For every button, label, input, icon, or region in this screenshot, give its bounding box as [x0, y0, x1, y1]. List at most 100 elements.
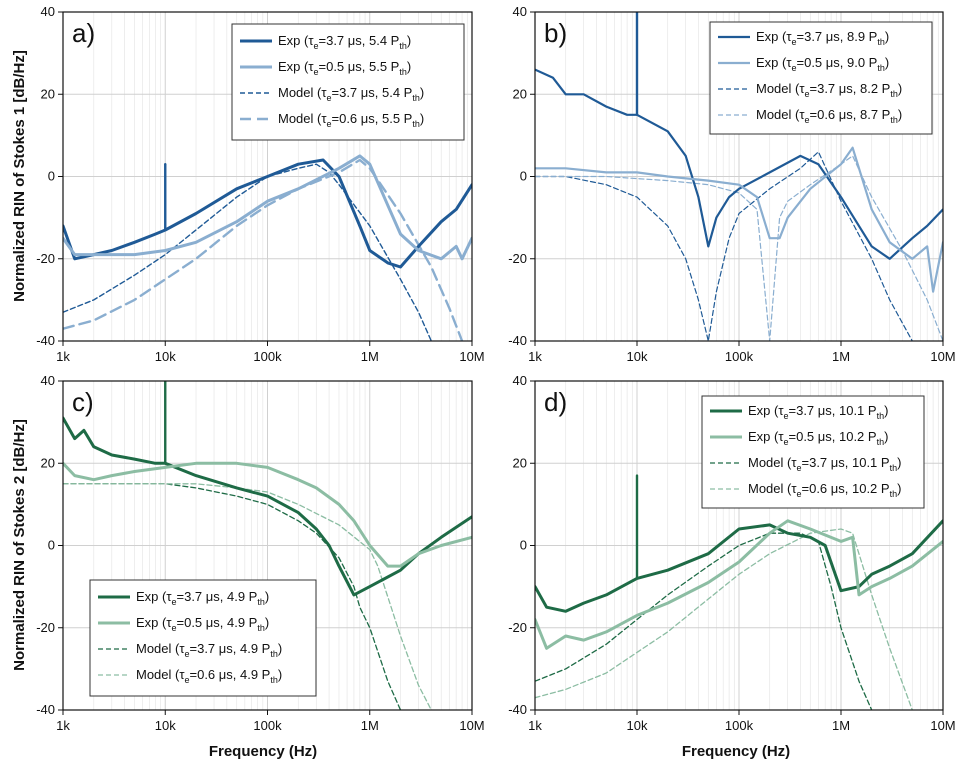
panel-3-legend-text-3-b: e: [184, 649, 189, 659]
panel-4-legend-text-1-e: ): [884, 403, 888, 418]
panel-4-legend-text-3-b: e: [796, 463, 801, 473]
panel-3-legend-text-3-a: Model (τ: [136, 641, 185, 656]
panel-3-legend-label-3: Model (τe=3.7 μs, 4.9 Pth): [136, 641, 282, 659]
panel-1-y-tick-label: 0: [48, 169, 55, 184]
panel-1-label: a): [72, 18, 95, 48]
panel-2-legend-text-1-b: e: [791, 37, 796, 47]
panel-1-legend-text-4-b: e: [326, 119, 331, 129]
panel-1-x-tick-label: 1M: [361, 349, 379, 364]
panel-3-label: c): [72, 387, 94, 417]
panel-1-legend-text-2-d: th: [399, 67, 407, 77]
panel-4-series-line-3: [535, 532, 873, 710]
panel-4-legend-text-4-a: Model (τ: [748, 481, 797, 496]
panel-2-x-tick-label: 1k: [528, 349, 542, 364]
panel-4-legend-label-2: Exp (τe=0.5 μs, 10.2 Pth): [748, 429, 888, 447]
panel-3-legend-text-4-c: =0.6 μs, 4.9 P: [190, 667, 271, 682]
panel-2-y-tick-label: 40: [513, 4, 527, 19]
panel-2-y-tick-label: 0: [520, 169, 527, 184]
panel-4-x-tick-label: 10M: [930, 718, 955, 733]
panel-2-frame: [534, 11, 944, 342]
panel-2-x-tick-label: 100k: [725, 349, 754, 364]
panel-2-legend-text-3-e: ): [898, 81, 902, 96]
x-axis-label-right: Frequency (Hz): [682, 743, 790, 760]
panel-2-legend-text-3-d: th: [890, 89, 898, 99]
panel-2-series-line-3: [535, 151, 913, 341]
panel-3-legend-text-1-a: Exp (τ: [136, 589, 172, 604]
panel-3-legend-text-4-a: Model (τ: [136, 667, 185, 682]
panel-2-legend-text-4-a: Model (τ: [756, 107, 805, 122]
panel-3-x-tick-label: 10M: [459, 718, 484, 733]
panel-4-x-tick-label: 100k: [725, 718, 754, 733]
y-axis-label-bottom: Normalized RIN of Stokes 2 [dB/Hz]: [11, 419, 28, 671]
panel-1-legend-text-3-b: e: [326, 93, 331, 103]
panel-2-legend-text-4-b: e: [804, 115, 809, 125]
panel-3-legend-text-4-b: e: [184, 675, 189, 685]
panel-1-legend-text-3-c: =3.7 μs, 5.4 P: [332, 85, 413, 100]
panel-4-legend-text-3-a: Model (τ: [748, 455, 797, 470]
panel-2-y-tick-label: 20: [513, 86, 527, 101]
panel-4-legend-text-2-d: th: [877, 437, 885, 447]
panel-2-legend-label-3: Model (τe=3.7 μs, 8.2 Pth): [756, 81, 902, 99]
panel-4-legend-text-2-b: e: [783, 437, 788, 447]
panel-3-legend-box: [89, 579, 317, 697]
panel-3-legend-text-3-c: =3.7 μs, 4.9 P: [190, 641, 271, 656]
panel-1-legend-text-2-b: e: [313, 67, 318, 77]
panel-1-legend-text-3-a: Model (τ: [278, 85, 327, 100]
panel-2-series-line-1: [535, 68, 943, 260]
panel-4-legend-label-3: Model (τe=3.7 μs, 10.1 Pth): [748, 455, 901, 473]
panel-3-legend-text-4-e: ): [278, 667, 282, 682]
panel-4-label: d): [544, 387, 567, 417]
panel-4-legend-text-3-e: ): [897, 455, 901, 470]
panel-1-series-line-2: [63, 154, 472, 261]
panel-1-legend-label-2: Exp (τe=0.5 μs, 5.5 Pth): [278, 59, 411, 77]
panel-1-legend-box: [231, 23, 465, 141]
panel-3-x-tick-label: 1M: [361, 718, 379, 733]
panel-4-legend-label-1: Exp (τe=3.7 μs, 10.1 Pth): [748, 403, 888, 421]
panel-3-series-group: [63, 381, 472, 710]
panel-4-legend-text-4-b: e: [796, 489, 801, 499]
panel-4-legend-text-2-c: =0.5 μs, 10.2 P: [789, 429, 877, 444]
panel-2-legend-text-4-c: =0.6 μs, 8.7 P: [810, 107, 891, 122]
panel-2-legend-text-3-c: =3.7 μs, 8.2 P: [810, 81, 891, 96]
panel-4-legend-text-1-d: th: [877, 411, 885, 421]
panel-1-legend-text-3-e: ): [420, 85, 424, 100]
panel-1-y-tick-label: -20: [36, 251, 55, 266]
panel-2-series-line-4: [535, 155, 943, 341]
panel-2-series-group: [535, 12, 943, 341]
panel-3-legend-text-3-d: th: [270, 649, 278, 659]
panel-2-legend-text-3-a: Model (τ: [756, 81, 805, 96]
panel-1-series-line-1: [63, 158, 472, 269]
panel-3-legend-label-4: Model (τe=0.6 μs, 4.9 Pth): [136, 667, 282, 685]
panel-4-x-tick-label: 10k: [627, 718, 648, 733]
panel-4-legend-label-4: Model (τe=0.6 μs, 10.2 Pth): [748, 481, 901, 499]
panel-3-x-tick-label: 10k: [155, 718, 176, 733]
panel-2-legend-text-4-d: th: [890, 115, 898, 125]
panel-2-legend-text-2-e: ): [885, 55, 889, 70]
panel-3-x-tick-label: 1k: [56, 718, 70, 733]
panel-3-legend-label-1: Exp (τe=3.7 μs, 4.9 Pth): [136, 589, 269, 607]
panel-1-x-tick-label: 10M: [459, 349, 484, 364]
panel-4-y-tick-label: 20: [513, 455, 527, 470]
data-layer: [63, 12, 943, 710]
panel-2-legend-text-2-a: Exp (τ: [756, 55, 792, 70]
panel-3-legend-text-1-d: th: [257, 597, 265, 607]
panel-2-series-line-2: [535, 146, 943, 293]
panel-1-frame: [62, 11, 473, 342]
panel-2-legend-text-1-d: th: [877, 37, 885, 47]
panel-4-legend-text-3-d: th: [890, 463, 898, 473]
panel-1-legend-text-1-a: Exp (τ: [278, 33, 314, 48]
panel-1-legend-text-4-d: th: [412, 119, 420, 129]
panel-4-legend-text-2-e: ): [884, 429, 888, 444]
panel-1-legend-text-3-d: th: [412, 93, 420, 103]
panel-3-legend-text-2-d: th: [257, 623, 265, 633]
panel-3-legend-text-1-e: ): [265, 589, 269, 604]
panel-2-legend-label-1: Exp (τe=3.7 μs, 8.9 Pth): [756, 29, 889, 47]
panel-1-series-group: [63, 154, 472, 341]
panel-3-y-tick-label: 0: [48, 538, 55, 553]
panel-4-legend-text-3-c: =3.7 μs, 10.1 P: [802, 455, 890, 470]
panel-2-x-tick-label: 10k: [627, 349, 648, 364]
panel-3-legend-text-2-e: ): [265, 615, 269, 630]
panel-2-legend-label-2: Exp (τe=0.5 μs, 9.0 Pth): [756, 55, 889, 73]
panel-4-legend-text-4-d: th: [890, 489, 898, 499]
